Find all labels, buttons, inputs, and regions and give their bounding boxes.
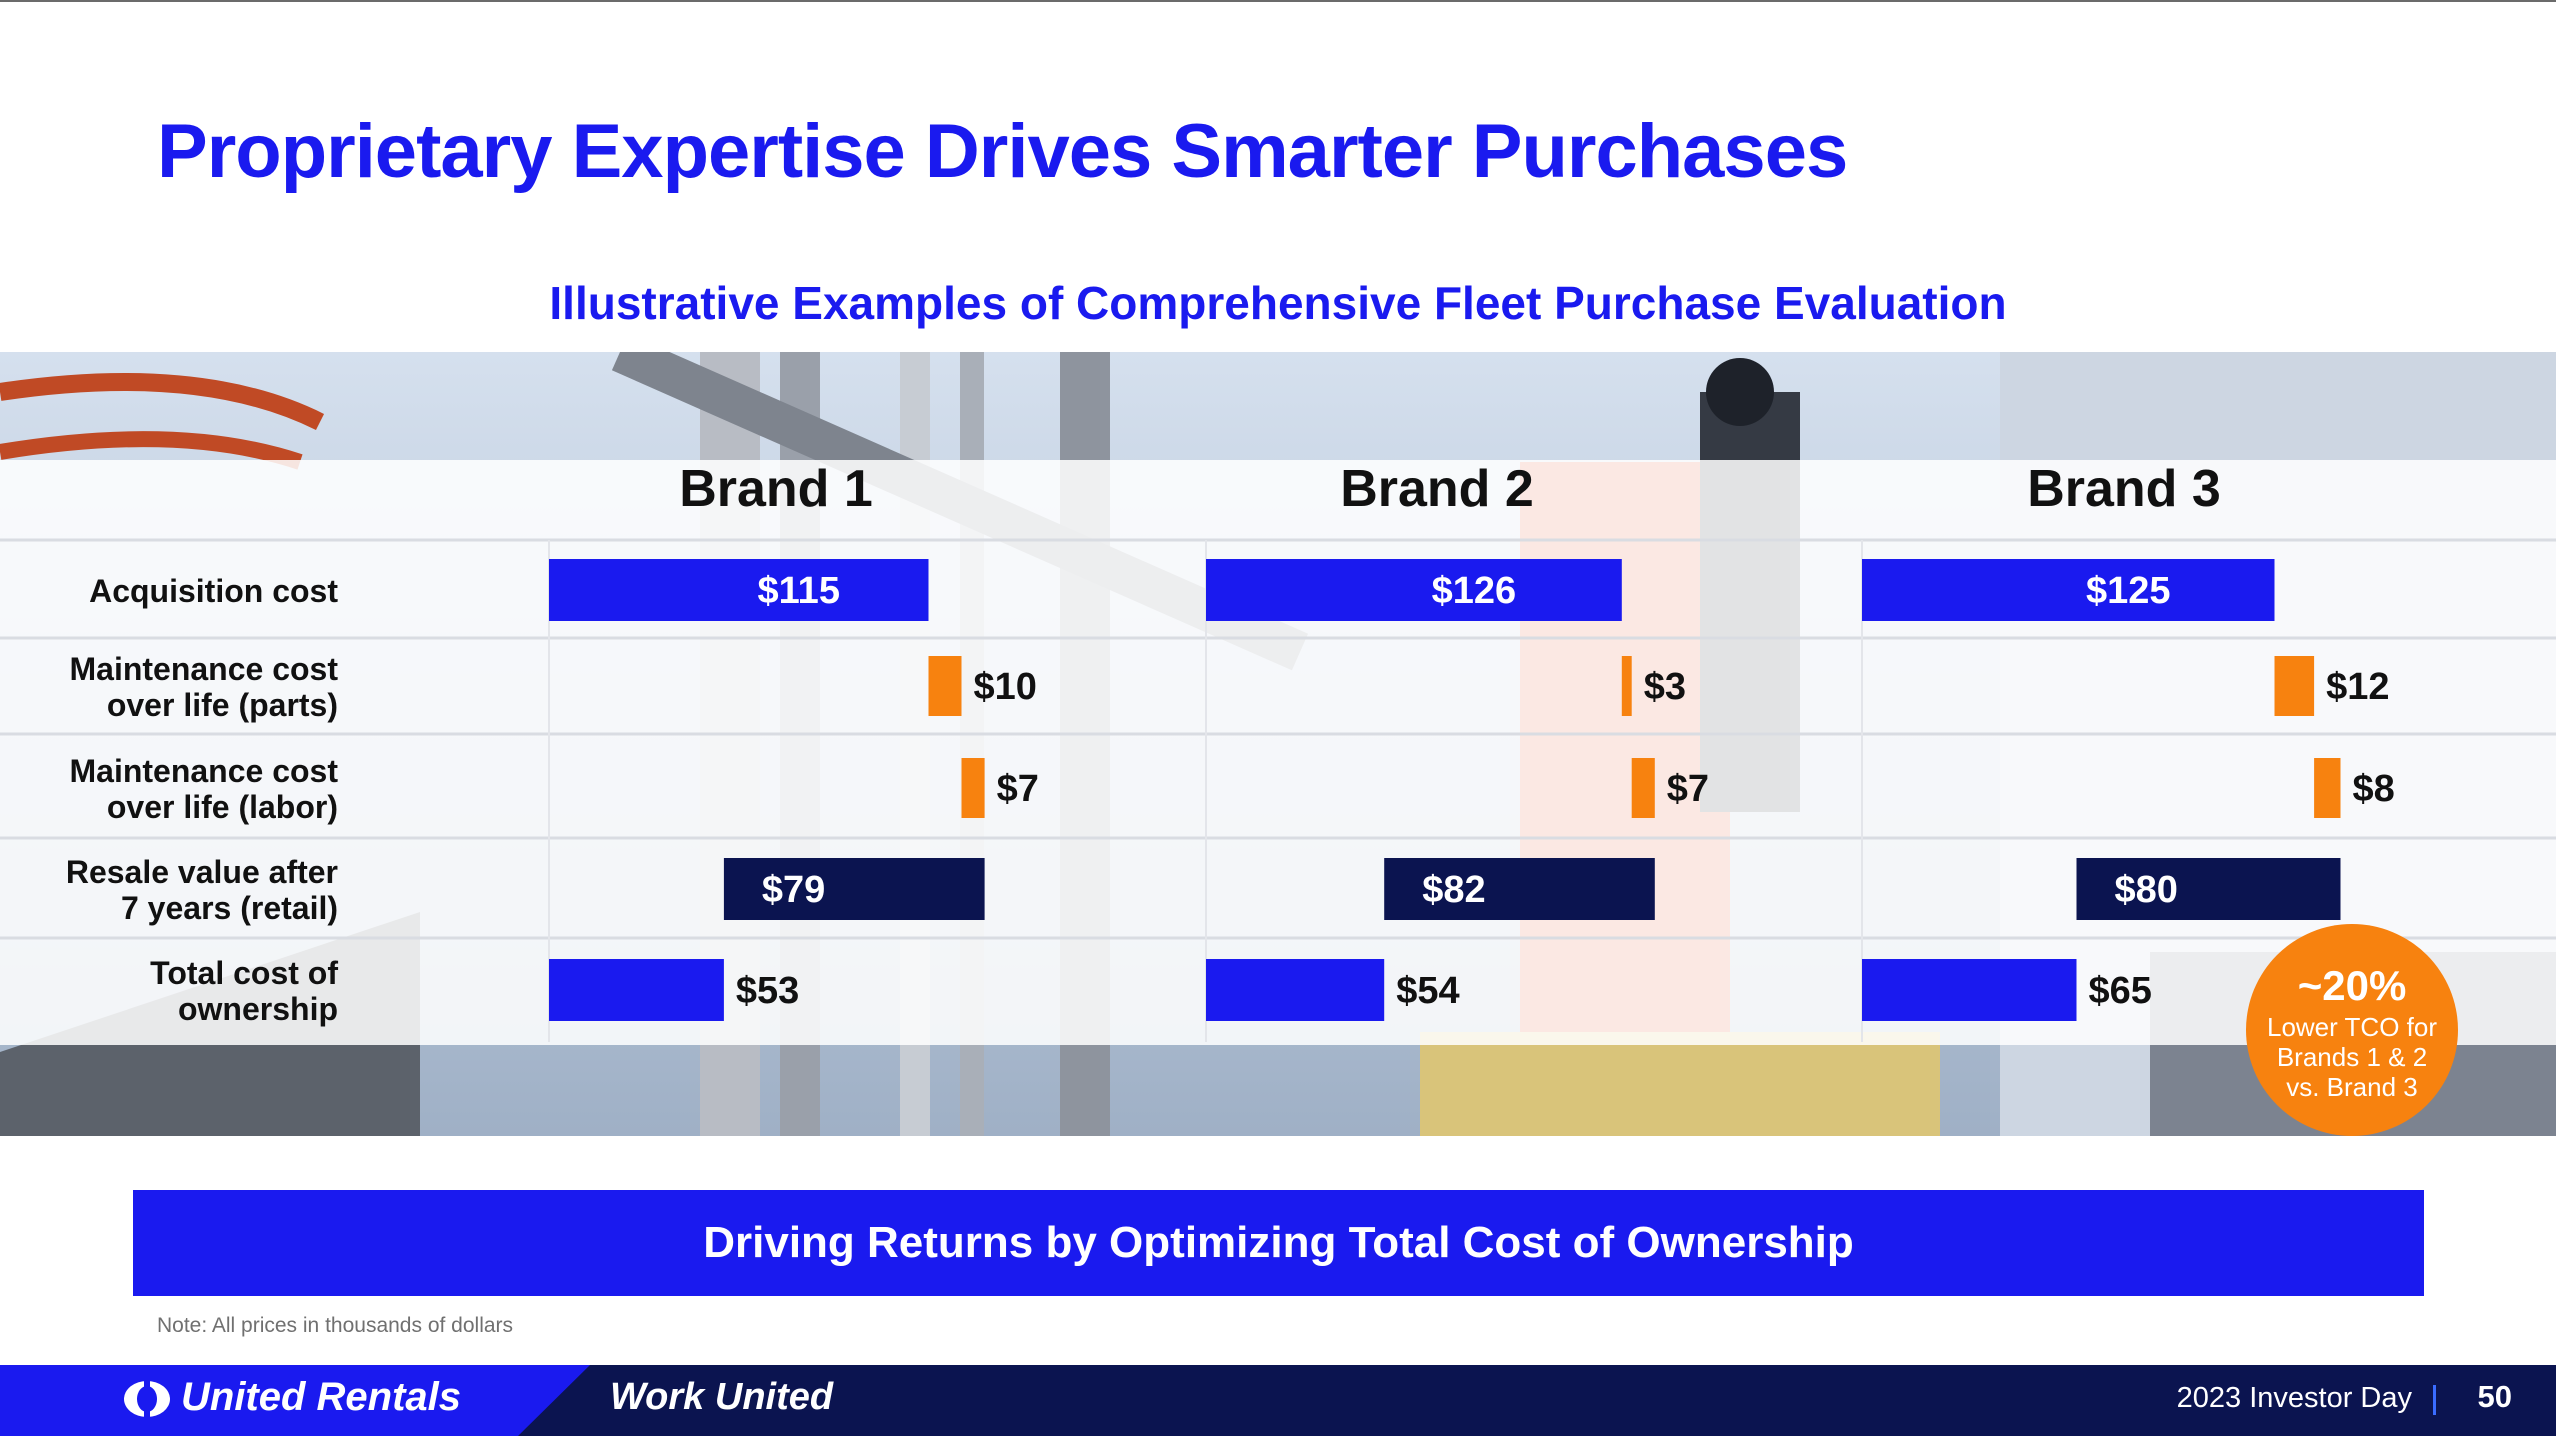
row-label: Resale value after xyxy=(66,854,338,890)
bar-brand-3-row-2 xyxy=(2274,656,2315,716)
bar-brand-1-row-4 xyxy=(723,858,985,920)
chart-panel xyxy=(0,460,2556,1045)
brand-header: Brand 3 xyxy=(2027,460,2221,518)
row-label: over life (labor) xyxy=(107,789,338,825)
data-label: $7 xyxy=(997,768,1039,810)
bar-brand-2-row-2 xyxy=(1621,656,1632,716)
footer-brand-name: United Rentals xyxy=(181,1375,462,1419)
bar-brand-1-row-2 xyxy=(928,656,962,716)
data-label: $125 xyxy=(2086,570,2171,612)
data-label: $115 xyxy=(758,570,840,612)
data-label: $82 xyxy=(1422,869,1485,911)
row-label: Maintenance cost xyxy=(69,651,338,687)
top-rule xyxy=(0,0,2556,2)
bar-brand-3-row-1 xyxy=(1862,559,2275,621)
bar-brand-1-row-1 xyxy=(549,559,929,621)
row-label: ownership xyxy=(178,991,338,1027)
row-label: Total cost of xyxy=(150,955,338,991)
data-label: $126 xyxy=(1432,570,1517,612)
row-label: over life (parts) xyxy=(107,687,338,723)
page-title: Proprietary Expertise Drives Smarter Pur… xyxy=(157,109,1848,194)
row-label: 7 years (retail) xyxy=(121,890,338,926)
footer-bar: United Rentals Work United 2023 Investor… xyxy=(0,1365,2556,1436)
data-label: $80 xyxy=(2115,869,2178,911)
badge-text: Brands 1 & 2 xyxy=(2277,1042,2427,1072)
brand-header: Brand 1 xyxy=(679,460,873,518)
tco-waterfall-chart: Brand 1 Brand 2 Brand 3 Acquisition cost Mai… xyxy=(0,460,2556,1136)
data-label: $12 xyxy=(2326,666,2389,708)
row-label: Acquisition cost xyxy=(89,573,338,609)
badge-text: Lower TCO for xyxy=(2267,1012,2437,1042)
badge-headline: ~20% xyxy=(2298,962,2407,1009)
brand-header: Brand 2 xyxy=(1340,460,1534,518)
bar-brand-1-row-3 xyxy=(961,758,985,818)
data-label: $65 xyxy=(2089,970,2152,1012)
data-label: $79 xyxy=(762,869,825,911)
callout-banner: Driving Returns by Optimizing Total Cost… xyxy=(133,1190,2424,1296)
chart-subtitle: Illustrative Examples of Comprehensive F… xyxy=(549,277,2007,329)
bar-brand-3-row-5 xyxy=(1862,959,2077,1021)
bar-brand-3-row-4 xyxy=(2076,858,2341,920)
footer-event: 2023 Investor Day xyxy=(2176,1382,2412,1414)
bar-brand-3-row-3 xyxy=(2314,758,2341,818)
footnote: Note: All prices in thousands of dollars xyxy=(157,1314,514,1337)
united-rentals-logo-icon xyxy=(124,1380,170,1418)
data-label: $10 xyxy=(974,666,1037,708)
bar-brand-2-row-5 xyxy=(1206,959,1385,1021)
footer-tagline: Work United xyxy=(610,1376,834,1418)
footer-separator xyxy=(2433,1385,2436,1415)
row-label: Maintenance cost xyxy=(69,753,338,789)
data-label: $53 xyxy=(736,970,799,1012)
data-label: $3 xyxy=(1644,666,1686,708)
bar-brand-2-row-3 xyxy=(1631,758,1655,818)
page-number: 50 xyxy=(2477,1379,2512,1414)
bar-brand-2-row-4 xyxy=(1384,858,1655,920)
bar-brand-1-row-5 xyxy=(549,959,724,1021)
data-label: $8 xyxy=(2353,768,2395,810)
badge-text: vs. Brand 3 xyxy=(2286,1072,2418,1102)
bar-brand-2-row-1 xyxy=(1206,559,1622,621)
tco-savings-badge xyxy=(2246,924,2458,1136)
footer-logo-band xyxy=(0,1365,590,1436)
data-label: $7 xyxy=(1667,768,1709,810)
data-label: $54 xyxy=(1396,970,1459,1012)
